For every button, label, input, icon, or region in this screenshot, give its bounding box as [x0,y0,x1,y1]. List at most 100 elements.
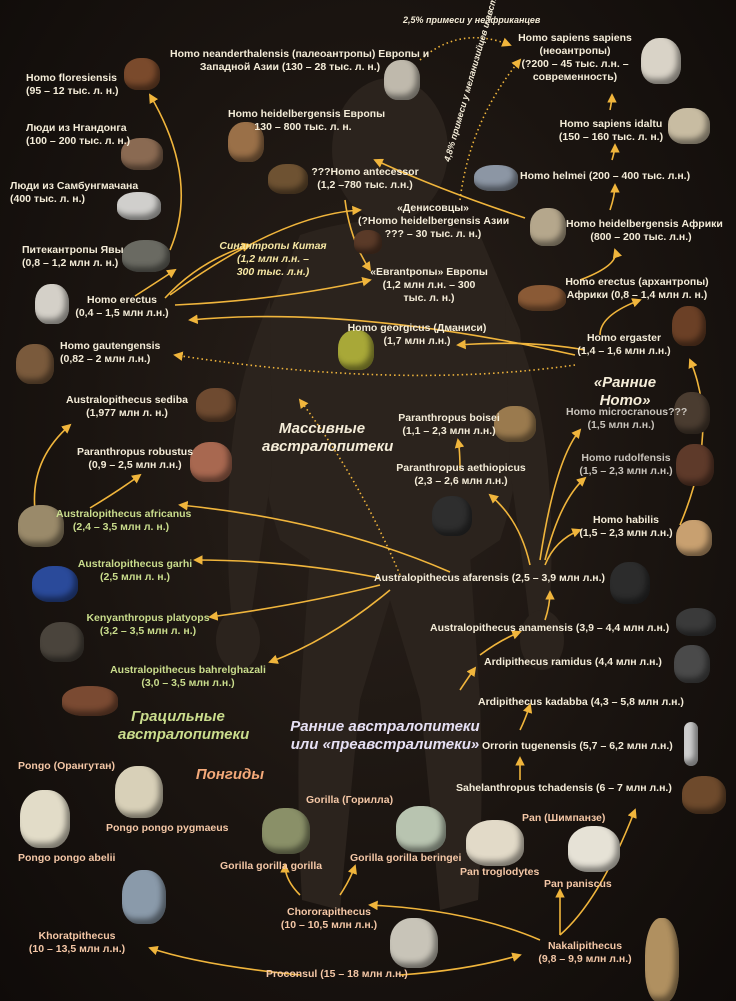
label-aethiopicus: Paranthropus aethiopicus (2,3 – 2,6 млн л… [396,462,526,487]
arrow-choror-gorilla [280,863,301,896]
skull-aethiopicus-icon [432,496,472,536]
arrow-afar-bahrel [268,589,391,664]
arrow-nean-sapiens [419,36,512,61]
arrow-afar-rudolf [544,476,587,561]
heading-pongids: Понгиды [195,766,265,783]
label-sapiens-sapiens: Homo sapiens sapiens (неоантропы) (?200 – … [518,32,632,83]
arrow-heidaf-helmei [609,183,620,211]
skull-pongo-abelii-icon [20,790,70,848]
arrow-ergaster-erectusaf [599,298,642,336]
skull-africanus-icon [18,505,64,547]
skull-gauteng-icon [16,344,54,384]
heading-early-austr: Ранние австралопитеки или «преавстралите… [290,718,480,753]
skull-idaltu-icon [668,108,710,144]
skull-platyops-icon [40,622,84,662]
arrow-africanus-robustus [89,473,142,509]
skull-erectus-icon [35,284,69,324]
label-heidelbergensis-eu: Homo heidelbergensis Европы 130 – 800 тыс… [228,108,386,133]
skull-gorilla-icon [262,808,310,854]
skull-choror-icon [390,918,438,968]
arrow-nakali-choror [368,900,541,941]
label-gorilla-gorilla: Gorilla gorilla gorilla [220,860,323,872]
arrow-erafr-heidaf [579,248,622,281]
skull-java-icon [122,240,170,272]
label-nakalipithecus: Nakalipithecus (9,8 – 9,9 млн л.н.) [538,940,632,965]
label-microcranous: Homo microcranous??? (1,5 млн л.н.) [566,406,688,431]
arrow-kadabba-ramidus [459,666,477,691]
skull-ramidus-icon [674,645,710,683]
label-erectus-af: Homo erectus (архантропы) Африки (0,8 – 1… [565,276,709,301]
skull-bahrel-icon [62,686,118,716]
skull-ergaster-icon [672,306,706,346]
label-pongo: Pongo (Орангутан) [18,760,115,772]
skull-ngandong-icon [121,138,163,170]
arrow-choror-beringei [339,864,357,896]
jaw-nakali-icon [645,918,679,1001]
skull-habilis-icon [676,520,712,556]
label-robustus: Paranthropus robustus (0,9 – 2,5 млн л.н.… [76,446,194,471]
arrow-nakali-pan [559,808,637,936]
skull-beringei-icon [396,806,446,852]
jaw-khorat-icon [122,870,166,924]
label-africanus: Australopithecus africanus (2,4 – 3,5 млн… [56,508,192,533]
skull-heidaf-icon [530,208,566,246]
label-garhi: Australopithecus garhi (2,5 млн л. н.) [77,558,193,583]
label-sahelanthropus: Sahelanthropus tchadensis (6 – 7 млн л.н… [456,782,672,794]
arrow-erectus-java [134,268,177,297]
label-gorilla: Gorilla (Горилла) [306,794,394,806]
skull-sambung-icon [117,192,161,220]
arrow-helmei-idaltu [610,143,620,161]
arrow-africanus-sediba [33,423,72,511]
skull-robustus-icon [190,442,232,482]
skull-rudolf-icon [676,444,714,486]
arrow-ergaster-georgicus [456,339,586,351]
arrow-erectus-denisov [169,205,362,296]
skull-heideu-icon [228,122,264,162]
heading-gracile: Грацильные австралопитеки [118,708,250,743]
label-ergaster: Homo ergaster (1,4 – 1,6 млн л.н.) [577,332,671,357]
skull-anamensis-icon [676,608,716,636]
arrow-afar-garhi [193,555,381,579]
skull-pan-panisc-icon [568,826,620,872]
arrow-anamensis-afarensis [544,590,555,621]
label-eurantropy: «Евrantропы» Европы (1,2 млн л.н. – 300 ты… [370,266,488,304]
skull-georgicus-icon [338,330,374,370]
arrow-ergaster-gauteng [173,351,576,377]
label-georgicus: Homo georgicus (Дманиси) (1,7 млн л.н.) [347,322,487,347]
skull-sapiens-icon [641,38,681,84]
skull-pan-trog-icon [466,820,524,866]
label-heidelbergensis-af: Homo heidelbergensis Африки (800 – 200 ты… [566,218,723,243]
heading-massive: Массивные австралопитеки [262,420,394,455]
label-antecessor: ???Homo antecessor (1,2 –780 тыс. л.н.) [311,166,419,191]
label-ramidus: Ardipithecus ramidus (4,4 млн л.н.) [484,656,662,668]
arrow-afar-habilis [544,528,582,566]
heading-early-homo: «Ранние Homo» [593,374,657,409]
label-anamensis: Australopithecus anamensis (3,9 – 4,4 мл… [430,622,670,634]
label-java: Питекантропы Явы (0,8 – 1,2 млн л. н.) [22,244,124,269]
arrow-idaltu-sapiens [607,93,617,111]
skull-helmei-icon [474,165,518,191]
label-ngandong: Люди из Нгандонга (100 – 200 тыс. л. н.) [26,122,131,147]
label-sediba: Australopithecus sediba (1,977 млн л. н.) [66,394,188,419]
label-erectus: Homo erectus (0,4 – 1,5 млн л.н.) [75,294,169,319]
skull-afarensis-icon [610,562,650,604]
skull-antecessor-icon [268,164,308,194]
arrow-erectus-sinanthr [164,242,252,299]
arrow-orrorin-kadabba [519,703,533,731]
skull-floresiensis-icon [124,58,160,90]
label-sinanthropus: Синантропы Китая (1,2 млн л.н. –300 тыс. … [219,240,327,278]
skull-pongo-pyg-icon [115,766,163,818]
arrow-ergaster-erectus [188,314,576,356]
arrow-java-flores [149,93,183,251]
label-pan: Pan (Шимпанзе) [522,812,606,824]
label-platyops: Kenyanthropus platyops (3,2 – 3,5 млн л. … [86,612,210,637]
skull-sahel-icon [682,776,726,814]
arrow-ramidus-anamensis [479,630,522,656]
arrow-afar-africanus [178,500,451,573]
label-idaltu: Homo sapiens idaltu (150 – 160 тыс. л. н.… [558,118,664,143]
arrow-proconsul-khorat [148,945,301,976]
label-afarensis: Australopithecus afarensis (2,5 – 3,9 мл… [374,572,606,584]
